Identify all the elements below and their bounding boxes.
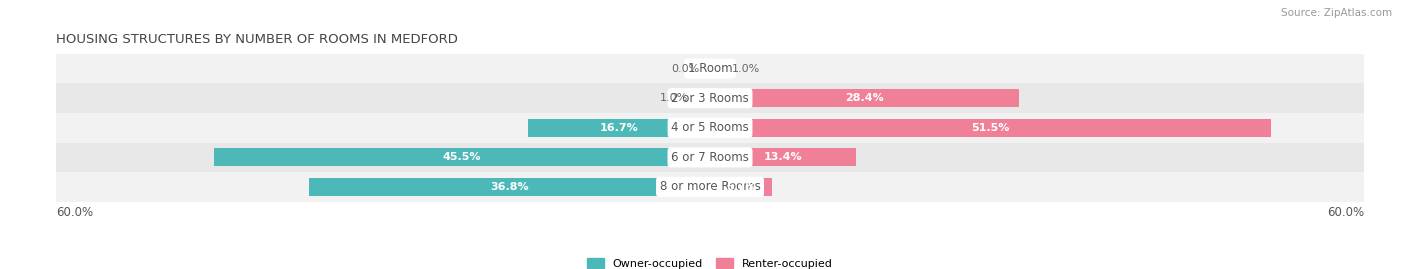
Text: HOUSING STRUCTURES BY NUMBER OF ROOMS IN MEDFORD: HOUSING STRUCTURES BY NUMBER OF ROOMS IN… [56, 33, 458, 46]
Bar [56, 172, 1364, 202]
Text: 1 Room: 1 Room [688, 62, 733, 75]
Bar [710, 119, 1271, 137]
Bar [56, 113, 1364, 143]
Text: 16.7%: 16.7% [600, 123, 638, 133]
Bar [710, 178, 772, 196]
Text: 60.0%: 60.0% [1327, 206, 1364, 219]
Text: 2 or 3 Rooms: 2 or 3 Rooms [671, 92, 749, 105]
Text: 0.0%: 0.0% [671, 63, 699, 74]
Text: Source: ZipAtlas.com: Source: ZipAtlas.com [1281, 8, 1392, 18]
Text: 6 or 7 Rooms: 6 or 7 Rooms [671, 151, 749, 164]
Text: 4 or 5 Rooms: 4 or 5 Rooms [671, 121, 749, 134]
Bar [699, 89, 710, 107]
Text: 28.4%: 28.4% [845, 93, 884, 103]
Bar [56, 83, 1364, 113]
Text: 45.5%: 45.5% [443, 152, 481, 162]
Bar [710, 148, 856, 166]
Bar [309, 178, 710, 196]
Bar [710, 60, 721, 77]
Text: 51.5%: 51.5% [972, 123, 1010, 133]
Text: 5.7%: 5.7% [725, 182, 756, 192]
Text: 60.0%: 60.0% [56, 206, 93, 219]
Bar [710, 89, 1019, 107]
Text: 13.4%: 13.4% [763, 152, 803, 162]
Bar [56, 54, 1364, 83]
Bar [56, 143, 1364, 172]
Text: 36.8%: 36.8% [491, 182, 529, 192]
Text: 1.0%: 1.0% [659, 93, 689, 103]
Bar [529, 119, 710, 137]
Text: 1.0%: 1.0% [731, 63, 761, 74]
Legend: Owner-occupied, Renter-occupied: Owner-occupied, Renter-occupied [583, 253, 837, 269]
Bar [214, 148, 710, 166]
Text: 8 or more Rooms: 8 or more Rooms [659, 180, 761, 193]
